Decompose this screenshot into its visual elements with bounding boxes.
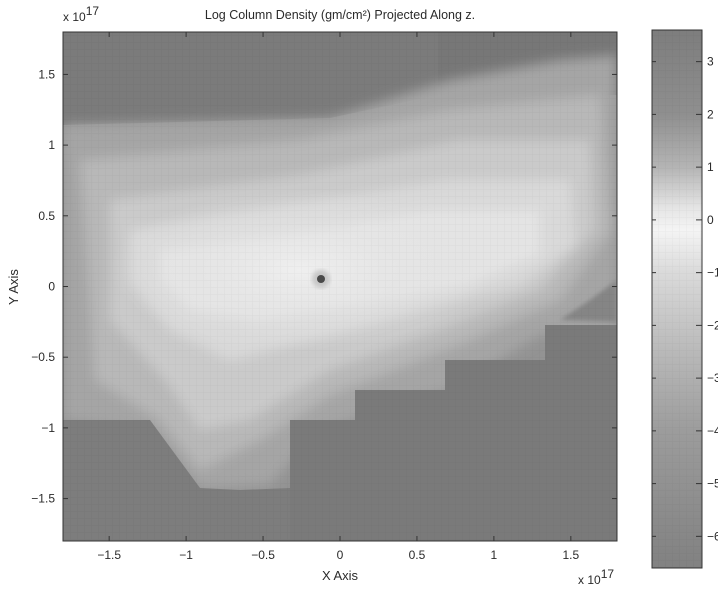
- colorbar: 3 2 1 0 −1 −2 −3 −4 −5 −6: [651, 29, 718, 569]
- colorbar-ticks: 3 2 1 0 −1 −2 −3 −4 −5 −6: [652, 55, 718, 543]
- colorbar-tick-label: −4: [707, 424, 718, 438]
- y-tick-label: 1: [48, 138, 55, 152]
- x-tick-label: 0.5: [409, 548, 426, 562]
- chart-title: Log Column Density (gm/cm²) Projected Al…: [205, 8, 475, 22]
- y-axis-label: Y Axis: [6, 269, 21, 305]
- x-multiplier: x 1017: [578, 567, 614, 587]
- y-tick-label: −1: [41, 421, 55, 435]
- colorbar-tick-label: −2: [707, 318, 718, 332]
- colorbar-tick-label: −3: [707, 371, 718, 385]
- y-tick-label: 0: [48, 280, 55, 294]
- x-multiplier-base: x 10: [578, 573, 601, 587]
- x-tick-label: −1: [179, 548, 193, 562]
- colorbar-frame: [651, 29, 703, 569]
- colorbar-tick-label: −1: [707, 266, 718, 280]
- x-tick-label: −1.5: [97, 548, 121, 562]
- colorbar-tick-label: −6: [707, 529, 718, 543]
- y-tick-label: 0.5: [38, 209, 55, 223]
- colorbar-tick-label: 0: [707, 213, 714, 227]
- heatmap: [63, 32, 617, 541]
- x-multiplier-exponent: 17: [601, 567, 615, 581]
- colorbar-tick-label: 3: [707, 55, 714, 69]
- heatmap-core: [317, 275, 325, 283]
- heatmap-grid-texture: [63, 32, 617, 541]
- x-tick-label: 1: [491, 548, 498, 562]
- x-tick-label: −0.5: [251, 548, 275, 562]
- y-multiplier: x 1017: [63, 4, 99, 24]
- y-tick-label: −0.5: [31, 350, 55, 364]
- x-tick-label: 0: [337, 548, 344, 562]
- colorbar-tick-label: 1: [707, 160, 714, 174]
- x-tick-label: 1.5: [562, 548, 579, 562]
- colorbar-grid-texture: [652, 30, 702, 568]
- y-tick-label: −1.5: [31, 492, 55, 506]
- y-multiplier-exponent: 17: [86, 4, 100, 18]
- colorbar-tick-label: 2: [707, 107, 714, 121]
- colorbar-tick-label: −5: [707, 477, 718, 491]
- y-multiplier-base: x 10: [63, 10, 86, 24]
- x-axis-label: X Axis: [322, 568, 359, 583]
- y-tick-label: 1.5: [38, 67, 55, 81]
- axis-ticks: −1.5 −1 −0.5 0 0.5 1 1.5 1.5 1 0.5 0 −0.5 −1 −1.5: [31, 32, 617, 562]
